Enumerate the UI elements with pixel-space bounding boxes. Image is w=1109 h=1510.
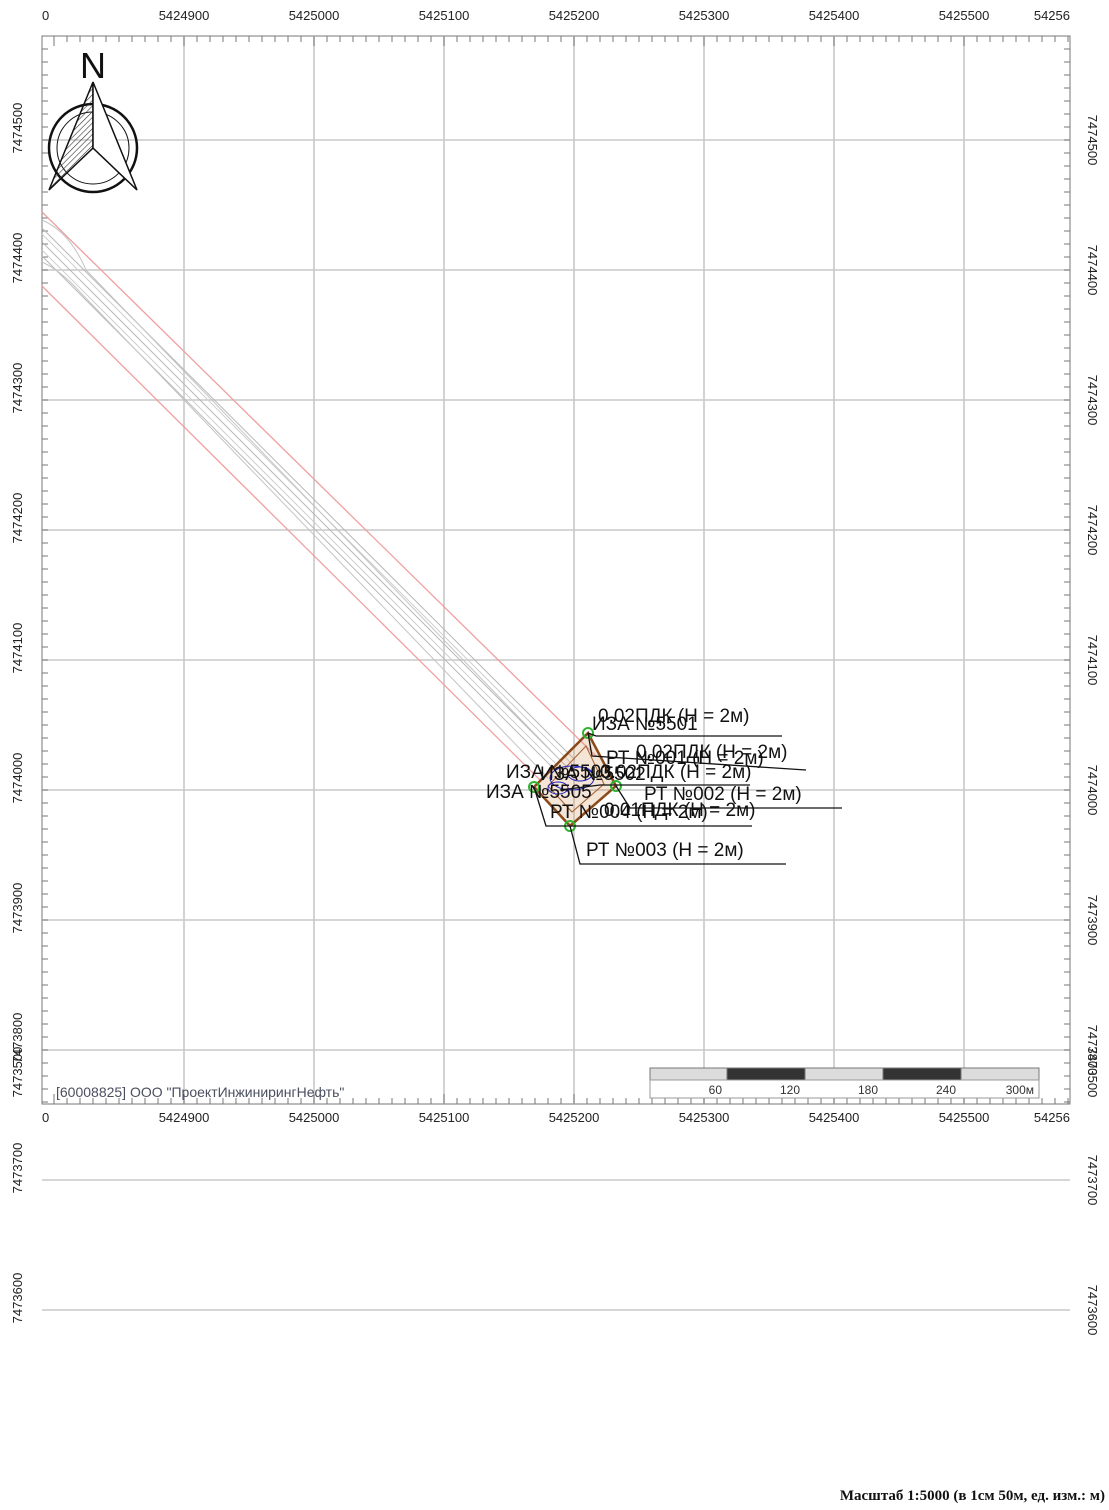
x-tick-label: 5425400 xyxy=(809,1110,860,1125)
x-tick-label: 5425000 xyxy=(289,8,340,23)
y-tick-label: 7473900 xyxy=(1085,895,1100,946)
scale-bar: 60 120 180 240 300м xyxy=(649,1067,1040,1099)
calc-point[interactable] xyxy=(610,780,622,792)
x-tick-label-right-partial: 54256 xyxy=(1034,8,1070,23)
y-tick-label: 7474100 xyxy=(10,623,25,674)
contour-label: 0.02ПДК (H = 2м) xyxy=(636,742,788,763)
calc-point-label: РТ №004 (H = 2м) xyxy=(550,802,708,823)
x-tick-label: 5425100 xyxy=(419,8,470,23)
pollution-contour xyxy=(567,766,593,782)
y-tick-label: 7474500 xyxy=(10,103,25,154)
x-tick-label: 5425200 xyxy=(549,1110,600,1125)
x-tick-label: 5425500 xyxy=(939,8,990,23)
calc-point-label: РТ №001 (H = 2м) xyxy=(606,748,764,769)
x-tick-label-left-partial: 0 xyxy=(42,8,49,23)
y-tick-label: 7474300 xyxy=(10,363,25,414)
contour-label: 0.02ПДК (H = 2м) xyxy=(600,762,752,783)
road-line xyxy=(41,241,569,769)
x-tick-label: 5425100 xyxy=(419,1110,470,1125)
scale-caption: Масштаб 1:5000 (в 1см 50м, ед. изм.: м) xyxy=(839,1488,1105,1504)
calc-point[interactable] xyxy=(528,781,540,793)
x-tick-label: 5424900 xyxy=(159,8,210,23)
y-tick-label: 7474400 xyxy=(1085,245,1100,296)
scale-tick-label: 120 xyxy=(780,1083,800,1097)
y-tick-label: 7473800 xyxy=(10,1013,25,1064)
y-tick-label: 7473700 xyxy=(1085,1155,1100,1206)
pollution-contour xyxy=(549,765,595,791)
y-tick-label: 7474000 xyxy=(1085,765,1100,816)
site-inner xyxy=(547,745,605,813)
source-label: ИЗА №5502 xyxy=(540,764,646,785)
y-axis-labels-left: 7474500 7474400 7474300 7474200 7474100 … xyxy=(10,103,25,1324)
buffer-line xyxy=(41,211,597,757)
x-tick-label-left-partial: 0 xyxy=(42,1110,49,1125)
road-curve xyxy=(41,219,561,761)
pipeline-corridor xyxy=(41,211,597,781)
y-tick-label: 7474400 xyxy=(10,233,25,284)
x-axis-labels-top: 0 5424900 5425000 5425100 5425200 542530… xyxy=(42,8,1070,23)
x-tick-label: 5424900 xyxy=(159,1110,210,1125)
contour-label: 0.02ПДК (H = 2м) xyxy=(598,706,750,727)
scale-tick-label: 240 xyxy=(936,1083,956,1097)
source-label: ИЗА №5503 xyxy=(506,762,612,783)
y-tick-label: 7474200 xyxy=(10,493,25,544)
pollution-contour xyxy=(547,781,569,795)
source-label: ИЗА №5505 xyxy=(486,782,592,803)
map-frame xyxy=(41,35,1071,1105)
y-tick-label: 7474300 xyxy=(1085,375,1100,426)
x-tick-label: 5425400 xyxy=(809,8,860,23)
calc-point[interactable] xyxy=(582,727,594,739)
coordinate-grid-lower xyxy=(42,1179,1070,1311)
source-label: ИЗА №5501 xyxy=(592,714,698,735)
y-axis-labels-bottom-row: 7473500 7473500 xyxy=(10,1047,1100,1098)
x-tick-label: 5425500 xyxy=(939,1110,990,1125)
buffer-line xyxy=(41,285,541,781)
y-tick-label: 7473500 xyxy=(1085,1047,1100,1098)
y-tick-label: 7473900 xyxy=(10,883,25,934)
calc-point-label: РТ №003 (H = 2м) xyxy=(586,840,744,861)
y-tick-label: 7473600 xyxy=(1085,1285,1100,1336)
y-tick-label: 7474200 xyxy=(1085,505,1100,556)
north-label: N xyxy=(80,45,106,86)
y-axis-labels-right: 7474500 7474400 7474300 7474200 7474100 … xyxy=(1085,115,1100,1336)
y-tick-label: 7473600 xyxy=(10,1273,25,1324)
coordinate-grid xyxy=(42,36,1070,1104)
x-tick-label-right-partial: 54256 xyxy=(1034,1110,1070,1125)
x-tick-label: 5425200 xyxy=(549,8,600,23)
road-curve xyxy=(41,261,549,779)
scale-tick-label: 300м xyxy=(1006,1083,1034,1097)
y-tick-label: 7474000 xyxy=(10,753,25,804)
y-tick-label: 7473800 xyxy=(1085,1025,1100,1076)
north-arrow-icon: N xyxy=(47,45,139,194)
y-tick-label: 7473500 xyxy=(10,1047,25,1098)
scale-tick-label: 180 xyxy=(858,1083,878,1097)
leader-lines xyxy=(533,732,842,865)
contour-label: 0.01ПДК (H = 2м) xyxy=(604,800,756,821)
x-tick-label: 5425000 xyxy=(289,1110,340,1125)
x-tick-label: 5425300 xyxy=(679,1110,730,1125)
scale-tick-label: 60 xyxy=(709,1083,723,1097)
organization-label: [60008825] ООО "ПроектИнжинирингНефть" xyxy=(56,1084,345,1100)
y-tick-label: 7474100 xyxy=(1085,635,1100,686)
x-tick-label: 5425300 xyxy=(679,8,730,23)
calc-point-label: РТ №002 (H = 2м) xyxy=(644,784,802,805)
map-labels: 0.02ПДК (H = 2м) ИЗА №5501 РТ №001 (H = … xyxy=(486,706,802,861)
y-tick-label: 7473700 xyxy=(10,1143,25,1194)
y-tick-label: 7474500 xyxy=(1085,115,1100,166)
road-line xyxy=(41,249,565,773)
x-axis-labels-bottom: 0 5424900 5425000 5425100 5425200 542530… xyxy=(42,1110,1070,1125)
frame-ticks xyxy=(42,35,1070,1104)
